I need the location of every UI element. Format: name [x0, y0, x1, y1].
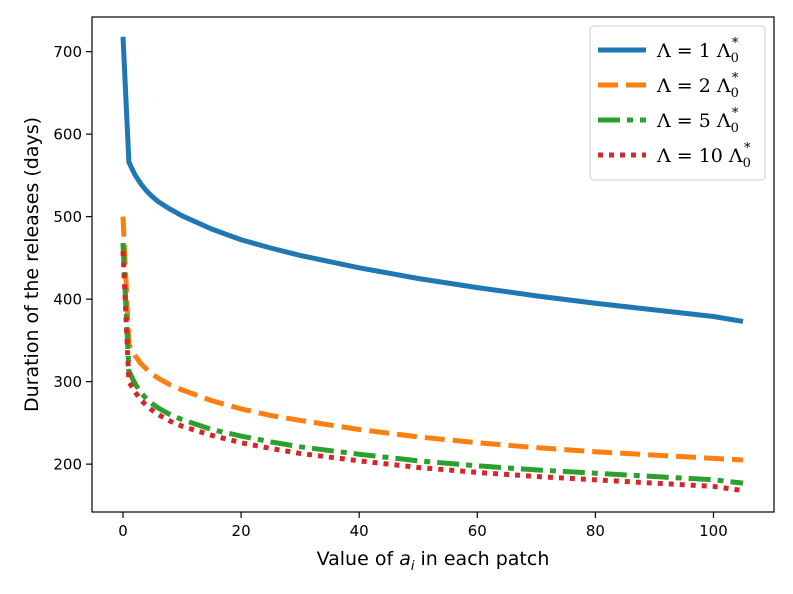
- legend-box: [589, 25, 766, 181]
- x-tick-label: 0: [118, 522, 128, 540]
- legend: Λ = 1 Λ0* Λ = 2 Λ0* Λ = 5 Λ0* Λ = 10 Λ0*: [589, 25, 766, 181]
- axes-frame: [91, 16, 775, 513]
- x-tick-label: 80: [586, 522, 605, 540]
- series-line-2: [120, 216, 744, 463]
- x-tick-label: 100: [699, 522, 728, 540]
- y-tick-label: 600: [53, 126, 82, 144]
- x-axis-title: Value of ai in each patch: [317, 548, 550, 574]
- legend-label-3: Λ = 5 Λ0*: [656, 106, 739, 136]
- legend-label-1: Λ = 1 Λ0*: [656, 36, 739, 66]
- y-tick-label: 200: [53, 456, 82, 474]
- y-tick-label: 700: [53, 43, 82, 61]
- axes: 0 20 40 60 80 100 200 300 400 500 600 700 Value of a…: [21, 16, 775, 574]
- y-axis-title: Duration of the releases (days): [21, 117, 43, 412]
- plot-area: [120, 36, 744, 494]
- series-line-4: [120, 251, 744, 494]
- y-tick-label: 400: [53, 291, 82, 309]
- legend-label-4: Λ = 10 Λ0*: [656, 141, 751, 171]
- y-tick-label: 300: [53, 373, 82, 391]
- legend-label-2: Λ = 2 Λ0*: [656, 71, 739, 101]
- x-tick-label: 40: [350, 522, 369, 540]
- x-tick-label: 60: [468, 522, 487, 540]
- series-line-1: [120, 36, 744, 324]
- y-tick-label: 500: [53, 208, 82, 226]
- series-line-3: [120, 242, 744, 486]
- x-tick-label: 20: [232, 522, 251, 540]
